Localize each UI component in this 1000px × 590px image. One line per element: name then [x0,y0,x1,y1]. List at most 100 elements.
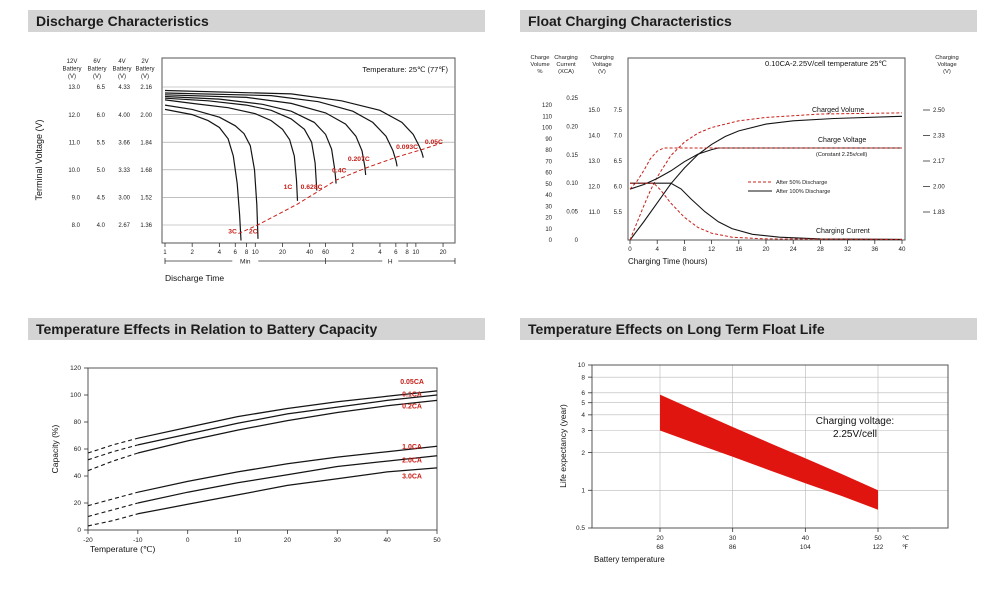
y-tick: 3 [581,428,585,435]
scale-tick: 3.66 [118,140,130,146]
x-tick: 10 [234,537,242,544]
x-tick: 10 [412,249,419,256]
x-tick: 6 [394,249,398,256]
voltage-12v-tick: 15.0 [588,108,600,114]
curve-0.2CA [137,399,438,454]
final-discharge-voltage-curve [238,142,442,235]
scale-tick: 5.5 [97,140,106,146]
scale-header: (XCA) [558,69,574,75]
scale-header: Current [556,62,576,68]
y-tick: 0.5 [576,525,585,532]
scale-tick: 4.00 [118,113,130,119]
y-tick: 2 [581,450,585,457]
voltage-6v-tick: 6.5 [614,159,623,165]
scale-header: Battery [62,67,81,73]
x-tick: 20 [279,249,286,256]
charged-volume-label: Charged Volume [812,107,864,114]
y-tick: 100 [70,392,81,399]
y-tick: 10 [578,362,586,369]
x-tick: 30 [334,537,342,544]
voltage-cell-tick: 2.33 [933,134,945,140]
constant-voltage-label: (Constant 2.25v/cell) [816,152,867,158]
x-tick: 4 [218,249,222,256]
scale-tick: 4.0 [97,223,106,229]
x-tick: -20 [83,537,93,544]
rate-label: 0.093C [396,144,418,151]
current-tick: 0.10 [566,181,578,187]
rate-label: 0.2CA [402,404,422,411]
scale-tick: 2.00 [140,113,152,119]
x-tick: 40 [384,537,392,544]
curve-3C [164,108,242,241]
x-tick: 16 [735,246,742,253]
x-tick-celsius: 30 [729,535,737,542]
x-tick: 6 [234,249,238,256]
volume-tick: 60 [545,171,552,177]
scale-header: (V) [943,69,951,75]
scale-header: (V) [68,74,76,80]
x-tick: 40 [306,249,313,256]
volume-tick: 70 [545,159,552,165]
curve-0.1CA-dashed [87,444,139,461]
scale-tick: 2.67 [118,223,130,229]
rate-label: 0.4C [332,167,346,174]
panel-float-life: Temperature Effects on Long Term Float L… [520,318,977,590]
unit-hour: H [388,259,393,266]
x-tick: -10 [133,537,143,544]
curve-2.0CA [137,455,438,504]
x-axis-title: Discharge Time [165,273,224,283]
current-tick: 0 [575,238,579,244]
volume-tick: 90 [545,137,552,143]
scale-header: 4V [118,59,125,65]
scale-tick: 9.0 [72,196,81,202]
curve-0.05CA-dashed [87,437,139,454]
y-axis-title: Life expectancy (year) [558,404,568,488]
curve-0.4C [164,95,337,184]
curve-0.628C [164,97,318,191]
rate-label: 2.0CA [402,458,422,465]
voltage-12v-tick: 11.0 [589,210,601,216]
voltage-cell-tick: 2.00 [933,185,945,191]
scale-tick: 1.84 [140,140,152,146]
y-tick: 8 [581,374,585,381]
y-tick: 6 [581,390,585,397]
curve-1.0CA [137,445,438,493]
x-tick: 2 [190,249,194,256]
scale-header: (V) [93,74,101,80]
rate-label: 1C [284,184,293,191]
volume-tick: 110 [542,114,552,120]
voltage-cell-tick: 2.17 [933,159,945,165]
rate-label: 0.1CA [402,391,422,398]
scale-tick: 13.0 [68,85,80,91]
y-tick: 20 [74,500,82,507]
volume-tick: 20 [545,216,552,222]
scale-header: (V) [141,74,149,80]
scale-tick: 3.33 [118,168,130,174]
y-tick: 5 [581,400,585,407]
voltage-6v-tick: 6.0 [614,185,623,191]
volume-tick: 40 [545,193,552,199]
scale-tick: 2.16 [140,85,152,91]
volume-tick: 120 [542,103,553,109]
condition-note: 0.10CA-2.25V/cell temperature 25℃ [765,59,887,68]
curve-charged-volume-50 [629,112,903,241]
scale-header: 6V [93,59,100,65]
scale-tick: 11.0 [69,140,81,146]
x-tick-fahrenheit: 68 [656,544,664,551]
scale-tick: 12.0 [68,113,80,119]
curve-1.0CA-dashed [87,491,139,507]
scale-tick: 1.36 [140,223,152,229]
x-tick: 0 [628,246,632,253]
temperature-capacity-chart: 0 20 40 60 80 100 120 -20 -10 0 10 20 30 40 50 Capacity… [50,365,441,554]
volume-tick: 50 [545,182,552,188]
current-tick: 0.20 [566,124,578,130]
scale-header: Voltage [592,62,611,68]
x-tick: 4 [655,246,659,253]
x-tick: 24 [790,246,797,253]
scale-header: Volume [530,62,549,68]
curve-charging-current-100 [630,182,903,240]
scale-tick: 6.5 [97,85,106,91]
x-tick: 0 [186,537,190,544]
curve-0.05CA [137,390,438,439]
